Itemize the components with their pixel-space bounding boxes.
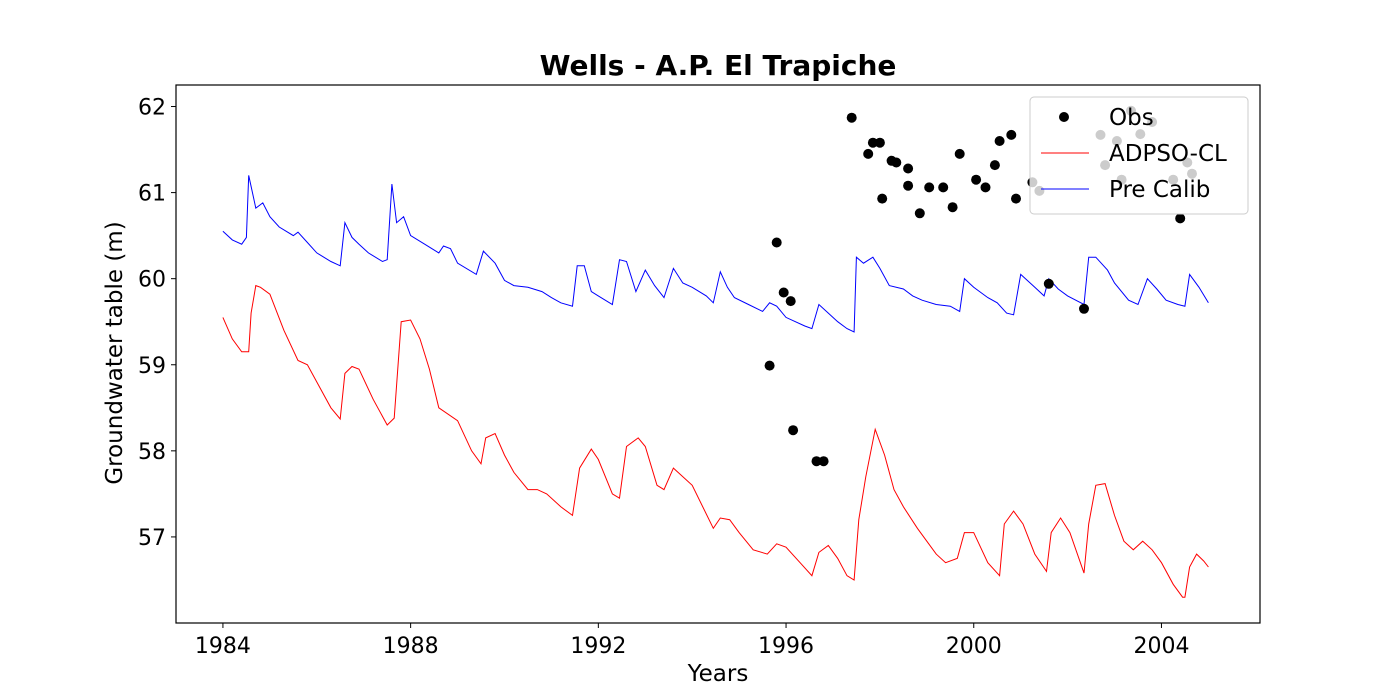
x-tick-label: 2004	[1133, 634, 1189, 659]
legend: Obs ADPSO-CL Pre Calib	[1029, 96, 1249, 215]
x-tick-label: 1988	[383, 634, 439, 659]
legend-marker-obs	[1059, 112, 1069, 122]
y-tick-label: 57	[138, 526, 166, 551]
chart-title: Wells - A.P. El Trapiche	[540, 49, 897, 82]
y-axis: 57 58 59 60 61 62	[138, 96, 176, 551]
x-tick-label: 1984	[195, 634, 251, 659]
plot-area: 1984 1988 1992 1996 2000 2004 57 58 59 60 61 62	[138, 84, 1261, 659]
obs-point	[891, 157, 902, 168]
obs-point	[954, 148, 965, 159]
x-axis: 1984 1988 1992 1996 2000 2004	[195, 623, 1189, 659]
obs-point	[989, 160, 1000, 171]
plot-frame	[175, 84, 1261, 624]
legend-box	[1029, 96, 1249, 215]
obs-point	[1006, 129, 1017, 140]
obs-point	[778, 287, 789, 298]
x-axis-label: Years	[687, 661, 749, 687]
obs-point	[811, 456, 822, 467]
obs-point	[980, 182, 991, 193]
legend-label-obs: Obs	[1109, 105, 1154, 131]
obs-point	[867, 137, 878, 148]
obs-point	[1043, 278, 1054, 289]
x-tick-label: 1992	[570, 634, 626, 659]
series-line-adpso-cl	[222, 284, 1209, 598]
y-tick-label: 58	[138, 440, 166, 465]
obs-point	[947, 202, 958, 213]
series-line-pre-calib	[222, 175, 1209, 333]
obs-point	[764, 360, 775, 371]
obs-point	[938, 182, 949, 193]
y-tick-label: 60	[138, 268, 166, 293]
y-tick-label: 59	[138, 354, 166, 379]
obs-point	[874, 137, 885, 148]
obs-point	[1079, 303, 1089, 314]
obs-point	[924, 182, 935, 193]
obs-point	[903, 180, 914, 191]
obs-point	[771, 237, 782, 248]
obs-point	[877, 193, 888, 204]
obs-point	[863, 148, 874, 159]
y-tick-label: 62	[138, 96, 166, 121]
obs-point	[1175, 213, 1186, 224]
x-tick-label: 1996	[758, 634, 814, 659]
obs-point	[788, 425, 799, 436]
obs-point	[903, 163, 914, 174]
y-axis-label: Groundwater table (m)	[102, 221, 128, 484]
obs-point	[994, 136, 1005, 146]
obs-point	[914, 208, 925, 219]
y-tick-label: 61	[138, 182, 166, 207]
obs-point	[846, 112, 857, 123]
obs-point	[971, 174, 982, 185]
x-tick-label: 2000	[946, 634, 1002, 659]
obs-point	[785, 296, 796, 307]
legend-label-adpso-cl: ADPSO-CL	[1109, 141, 1227, 167]
obs-point	[818, 456, 829, 467]
legend-label-pre-calib: Pre Calib	[1109, 177, 1210, 203]
obs-point	[1011, 193, 1021, 204]
